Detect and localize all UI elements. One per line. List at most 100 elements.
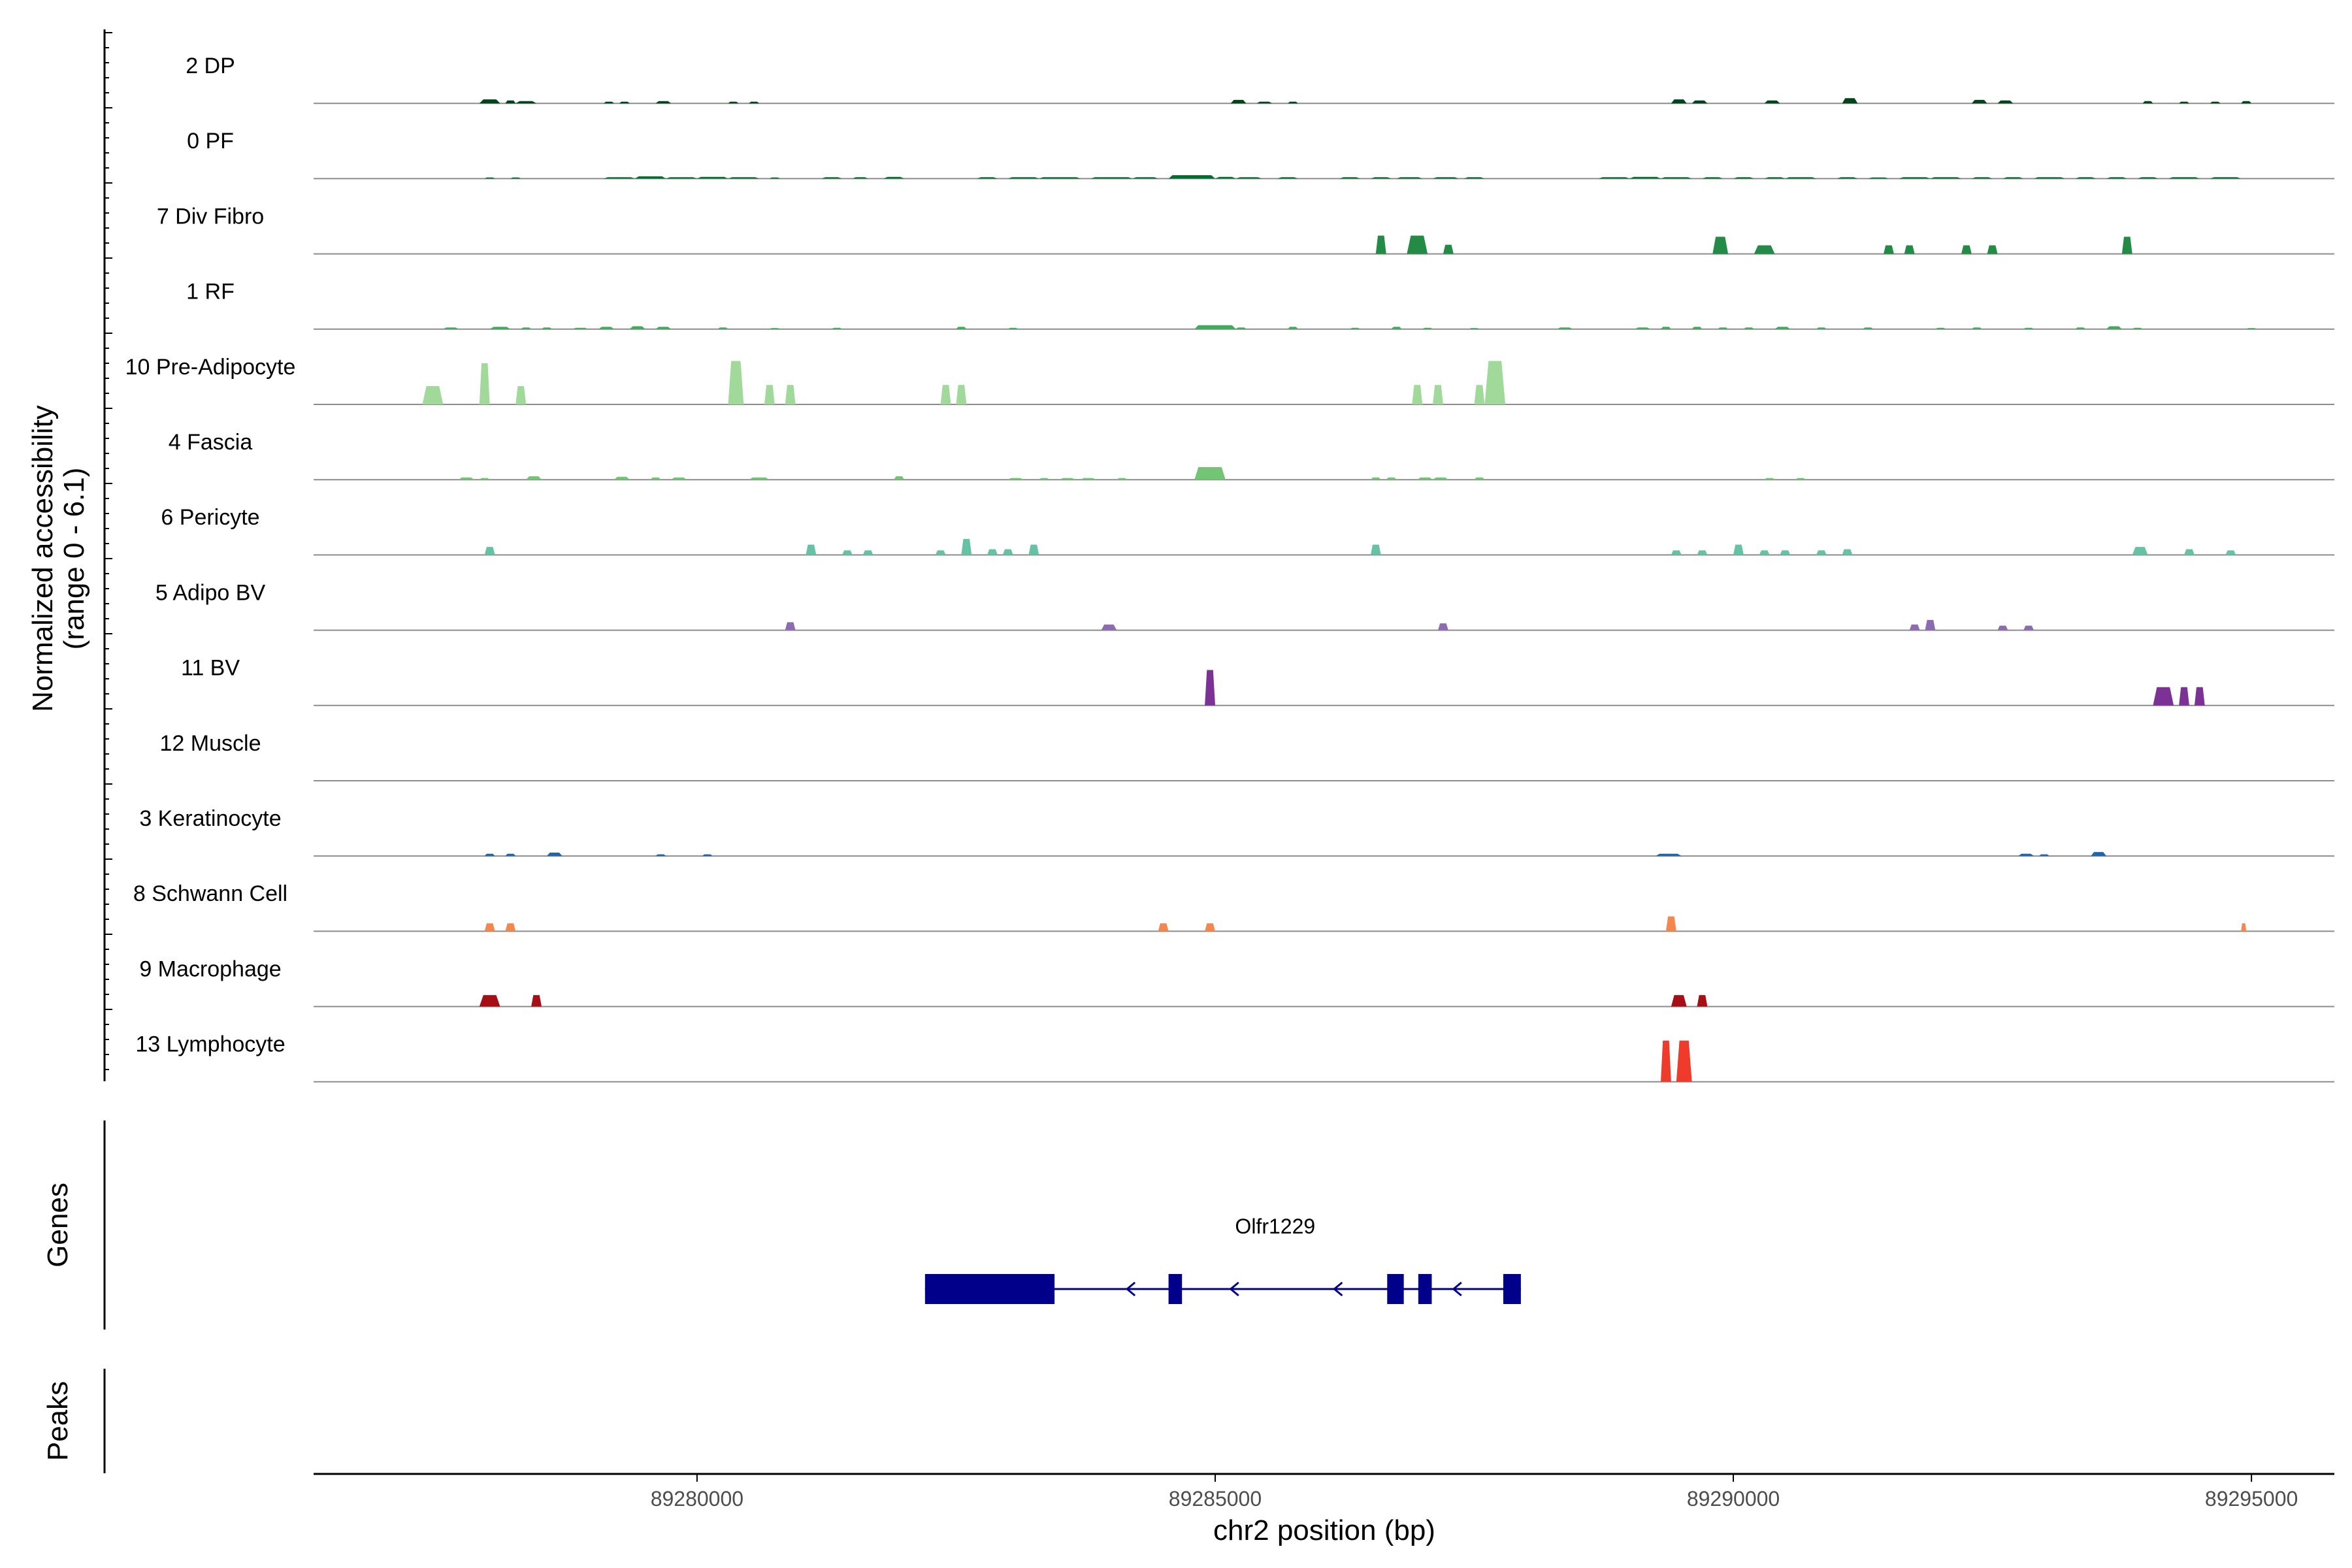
coverage-peak — [2210, 177, 2242, 179]
coverage-peak — [1837, 177, 1858, 179]
track-7: 6 Pericyte — [161, 505, 2334, 556]
coverage-peak — [484, 177, 495, 179]
coverage-peak — [987, 549, 998, 555]
coverage-peak — [2106, 326, 2122, 329]
coverage-peak — [749, 101, 759, 104]
coverage-peak — [728, 101, 739, 104]
track-label: 13 Lymphocyte — [135, 1032, 285, 1057]
coverage-peak — [1484, 361, 1506, 404]
x-axis-title: chr2 position (bp) — [1213, 1514, 1435, 1546]
coverage-peak — [1971, 99, 1987, 104]
coverage-peak — [1370, 544, 1381, 555]
coverage-peak — [1676, 1040, 1692, 1082]
gene-exon — [1503, 1274, 1521, 1304]
coverage-peak — [1028, 544, 1039, 555]
coverage-peak — [728, 361, 744, 404]
coverage-peak — [422, 386, 444, 404]
coverage-peak — [1863, 327, 1874, 329]
coverage-peak — [505, 923, 516, 932]
coverage-peak — [1443, 244, 1454, 254]
coverage-peak — [1961, 245, 1972, 254]
coverage-peak — [1474, 477, 1485, 480]
coverage-peak — [1925, 619, 1936, 630]
coverage-peak — [1230, 99, 1247, 104]
coverage-peak — [634, 176, 666, 179]
track-label: 10 Pre-Adipocyte — [125, 355, 296, 380]
coverage-peak — [1422, 327, 1433, 329]
coverage-peak — [655, 101, 672, 104]
coverage-peak — [484, 923, 495, 932]
coverage-peak — [1754, 245, 1775, 254]
genes-panel-label: Genes — [42, 1183, 74, 1267]
coverage-peak — [1774, 327, 1791, 329]
coverage-peak — [2106, 177, 2127, 179]
coverage-peak — [1132, 177, 1158, 179]
coverage-peak — [2034, 177, 2065, 179]
track-label: 0 PF — [187, 129, 234, 154]
track-label: 11 BV — [181, 656, 240, 681]
coverage-peak — [841, 550, 853, 555]
coverage-peak — [1117, 478, 1128, 480]
coverage-peak — [2142, 101, 2153, 104]
coverage-peak — [479, 99, 500, 104]
coverage-peak — [1288, 101, 1298, 104]
coverage-peak — [2121, 237, 2132, 254]
coverage-peak — [1691, 100, 1708, 104]
coverage-peak — [1780, 550, 1791, 555]
coverage-peak — [1733, 177, 1754, 179]
coverage-peak — [1386, 477, 1397, 480]
track-label: 4 Fascia — [169, 430, 253, 455]
strand-arrow — [1229, 1281, 1239, 1297]
track-label: 2 DP — [186, 54, 235, 78]
gene-exon — [1168, 1274, 1183, 1304]
coverage-peak — [1997, 100, 2014, 104]
coverage-peak — [1101, 624, 1117, 630]
coverage-peak — [1370, 477, 1381, 480]
gene-exon — [1387, 1274, 1404, 1304]
coverage-peak — [1007, 327, 1019, 329]
coverage-peak — [1391, 327, 1402, 329]
coverage-peak — [1350, 327, 1360, 329]
coverage-peak — [1987, 245, 1998, 254]
coverage-peak — [769, 328, 780, 329]
coverage-peak — [2132, 327, 2143, 329]
coverage-peak — [1194, 467, 1226, 480]
coverage-peak — [1691, 327, 1703, 329]
coverage-peak — [1168, 175, 1215, 179]
coverage-peak — [1375, 235, 1386, 254]
track-label: 9 Macrophage — [139, 956, 281, 981]
coverage-peak — [2038, 854, 2050, 857]
coverage-peak — [961, 538, 972, 555]
coverage-peak — [956, 385, 967, 404]
coverage-peak — [2132, 547, 2148, 555]
coverage-peak — [1702, 177, 1723, 179]
coverage-peak — [1759, 550, 1770, 555]
coverage-peak — [1971, 177, 1993, 179]
track-6: 4 Fascia — [169, 430, 2334, 481]
coverage-peak — [531, 995, 542, 1007]
coverage-peak — [749, 477, 770, 480]
coverage-peak — [1971, 327, 1982, 329]
track-4: 1 RF — [186, 280, 2334, 330]
coverage-peak — [2210, 101, 2221, 104]
strand-arrow — [1333, 1281, 1343, 1297]
gene-exon — [1418, 1274, 1432, 1304]
coverage-peak — [883, 176, 905, 179]
gene-exon — [924, 1274, 1055, 1304]
coverage-peak — [1743, 327, 1754, 329]
coverage-peak — [1007, 177, 1039, 179]
coverage-peak — [1039, 478, 1050, 480]
coverage-peak — [769, 177, 780, 179]
track-5: 10 Pre-Adipocyte — [125, 355, 2334, 405]
coverage-peak — [1007, 478, 1024, 480]
track-label: 8 Schwann Cell — [133, 881, 287, 906]
coverage-peak — [1370, 177, 1392, 179]
coverage-peak — [1433, 385, 1443, 404]
coverage-peak — [2179, 687, 2189, 706]
track-label: 12 Muscle — [160, 731, 261, 756]
coverage-peak — [940, 385, 951, 404]
coverage-peak — [666, 177, 697, 179]
coverage-peak — [696, 176, 728, 179]
coverage-peak — [1396, 177, 1423, 179]
